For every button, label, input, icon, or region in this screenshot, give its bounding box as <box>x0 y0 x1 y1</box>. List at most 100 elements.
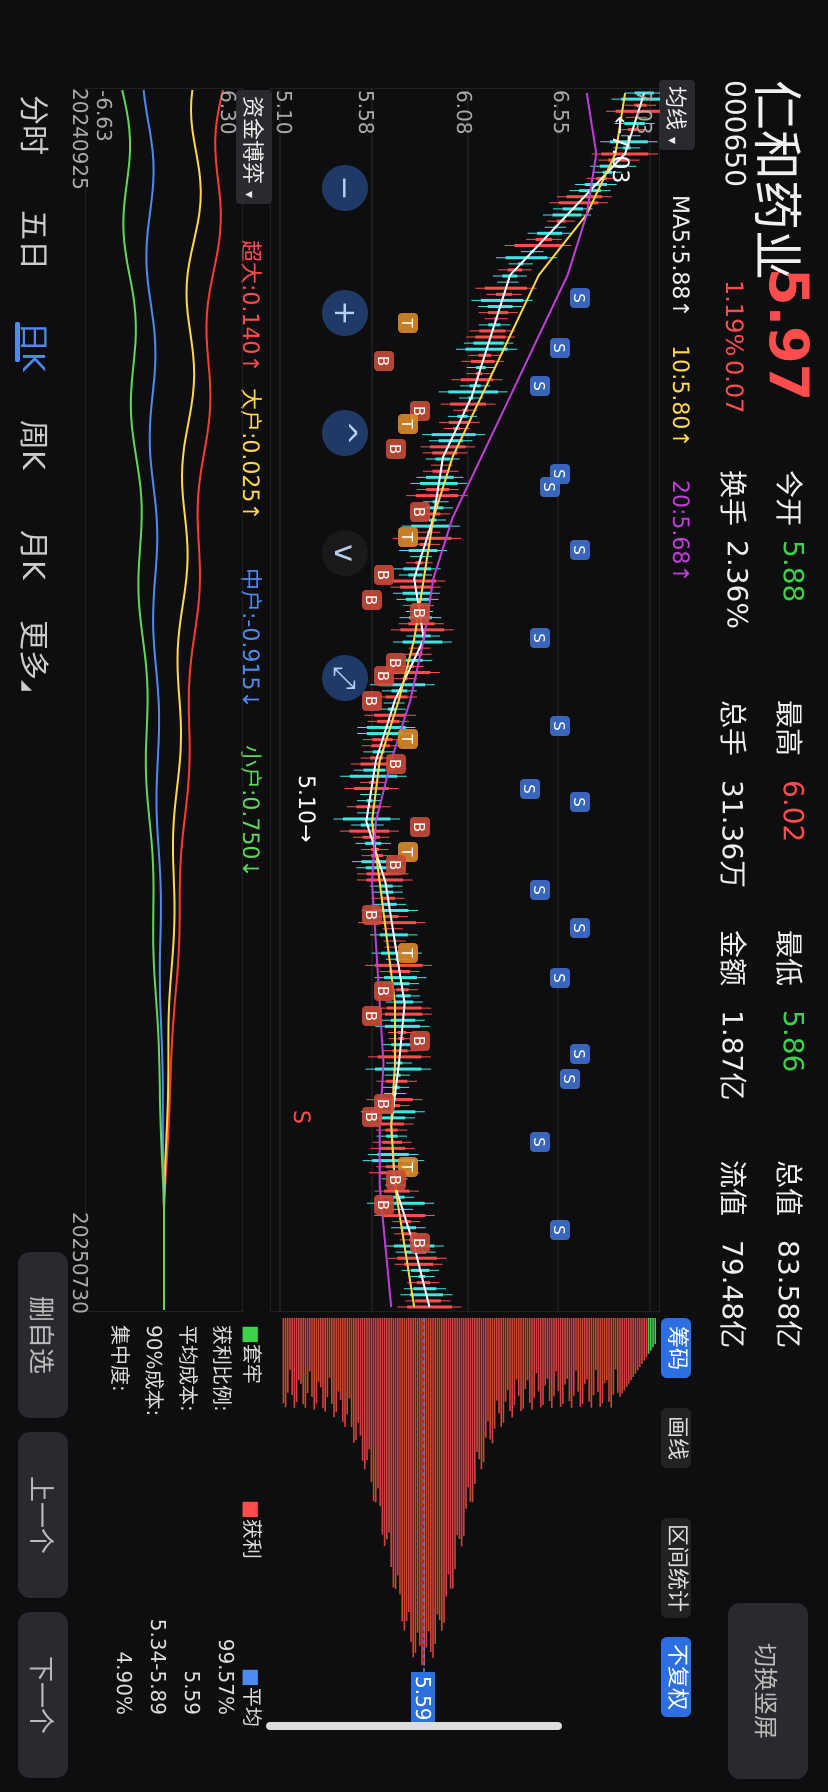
zoom-in-button[interactable]: + <box>322 290 368 336</box>
fund-chart[interactable] <box>85 88 243 1312</box>
chip-bar <box>493 1318 496 1429</box>
tab-daily-k[interactable]: 日K <box>15 322 50 372</box>
buy-marker: B <box>362 1107 382 1127</box>
buy-marker: B <box>410 817 430 837</box>
prev-stock-button[interactable]: 上一个 <box>18 1432 68 1598</box>
draw-line-button[interactable]: 画线 <box>661 1408 691 1468</box>
chip-bar <box>652 1318 654 1348</box>
stat-value-amount: 1.87亿 <box>716 1010 749 1101</box>
buy-marker: B <box>374 1195 394 1215</box>
chip-bar <box>590 1318 593 1408</box>
chip-bar <box>460 1318 463 1547</box>
svg-text:S: S <box>530 1137 548 1147</box>
buy-marker: B <box>374 981 394 1001</box>
svg-text:T: T <box>398 846 416 857</box>
chip-bar <box>568 1318 571 1402</box>
chip-bar <box>467 1318 469 1488</box>
chip-bar <box>561 1318 564 1405</box>
tab-more[interactable]: 更多◢ <box>14 620 58 691</box>
svg-text:B: B <box>410 406 428 416</box>
chip-bar <box>630 1318 632 1381</box>
square-icon: ■ <box>240 1325 264 1344</box>
svg-text:S: S <box>570 923 588 933</box>
stat-value-turnover: 2.36% <box>721 540 754 629</box>
zoom-out-button[interactable]: − <box>322 165 368 211</box>
tab-intraday[interactable]: 分时 <box>15 95 50 155</box>
chip-bar <box>614 1318 617 1370</box>
chip-bar <box>553 1318 555 1397</box>
tab-more-label: 更多 <box>15 620 50 680</box>
chip-bar <box>421 1318 423 1666</box>
chip-bar <box>353 1318 355 1443</box>
chip-bar <box>379 1318 381 1507</box>
chip-bar <box>350 1318 353 1428</box>
chip-bar <box>335 1318 337 1413</box>
chip-bar <box>465 1318 467 1509</box>
svg-text:S: S <box>540 482 558 492</box>
chip-bar <box>542 1318 544 1406</box>
tab-five-day[interactable]: 五日 <box>15 210 50 270</box>
sell-marker: S <box>530 1132 550 1152</box>
kline-chart[interactable]: STSBSBTBSSBTSBBBSBBBSTBSSBTBSBSTSBBBSSBB… <box>270 88 660 1312</box>
fund-line-mid <box>142 89 165 1310</box>
remove-watchlist-button[interactable]: 删自选 <box>18 1252 68 1418</box>
svg-text:S: S <box>530 633 548 643</box>
chip-bar <box>515 1318 518 1380</box>
scroll-left-button[interactable]: ^ <box>322 410 368 456</box>
chip-bar <box>302 1318 304 1405</box>
chip-bar <box>317 1318 320 1383</box>
svg-text:S: S <box>550 973 568 983</box>
candle-body <box>634 91 654 95</box>
svg-text:B: B <box>386 658 404 668</box>
chip-bar <box>416 1318 419 1633</box>
svg-text:B: B <box>362 1011 380 1021</box>
svg-text:B: B <box>374 356 392 366</box>
chip-bar <box>304 1318 307 1408</box>
svg-text:B: B <box>362 696 380 706</box>
chip-bar <box>408 1318 410 1613</box>
chip-bar <box>531 1318 533 1410</box>
scroll-right-button[interactable]: v <box>322 530 368 576</box>
svg-text:T: T <box>398 1161 416 1172</box>
svg-text:B: B <box>410 507 428 517</box>
stock-name: 仁和药业 <box>747 80 805 280</box>
chip-bar <box>564 1318 566 1385</box>
svg-text:S: S <box>570 797 588 807</box>
chip-bar <box>641 1318 643 1364</box>
chip-bar <box>577 1318 579 1392</box>
chip-bar <box>645 1318 648 1358</box>
svg-text:B: B <box>374 671 392 681</box>
chip-bar <box>632 1318 634 1377</box>
chip-bar <box>443 1318 445 1623</box>
chip-bar <box>513 1318 516 1406</box>
minus-icon: − <box>327 175 363 201</box>
stat-value-float-value: 79.48亿 <box>716 1240 749 1349</box>
chip-bar <box>339 1318 342 1400</box>
chip-bar <box>326 1318 329 1398</box>
chevron-up-icon: ^ <box>327 420 363 446</box>
chip-bar <box>487 1318 489 1422</box>
stat-label-total-value: 总值 <box>772 1160 805 1217</box>
chip-bar <box>636 1318 639 1371</box>
next-stock-button[interactable]: 下一个 <box>18 1612 68 1778</box>
y-tick-bottom: 5.10 <box>272 90 296 135</box>
range-stats-button[interactable]: 区间统计 <box>661 1518 691 1618</box>
switch-portrait-button[interactable]: 切换竖屏 <box>728 1603 808 1779</box>
chip-bar <box>498 1318 500 1414</box>
chip-bar <box>539 1318 542 1408</box>
stat-label-open: 今开 <box>772 470 805 527</box>
no-adjust-button[interactable]: 不复权 <box>661 1637 691 1717</box>
chip-bar <box>383 1318 386 1547</box>
tab-monthly-k[interactable]: 月K <box>15 530 50 580</box>
chip-bar <box>566 1318 568 1379</box>
chip-button[interactable]: 筹码 <box>661 1318 691 1378</box>
square-icon: ■ <box>240 1668 264 1687</box>
ma-selector[interactable]: 均线 ▾ <box>659 80 695 151</box>
square-icon: ■ <box>240 1500 264 1519</box>
tab-weekly-k[interactable]: 周K <box>15 420 50 470</box>
chip-bar <box>291 1318 293 1396</box>
reset-view-button[interactable]: ⤢ <box>322 655 368 701</box>
active-tab-indicator <box>15 322 20 362</box>
buy-marker: B <box>374 351 394 371</box>
